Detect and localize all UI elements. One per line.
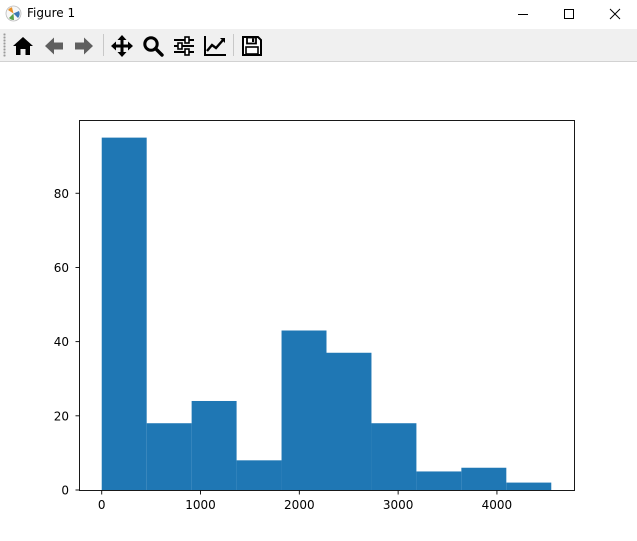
forward-button[interactable] xyxy=(70,32,98,60)
save-button[interactable] xyxy=(238,32,266,60)
back-button[interactable] xyxy=(40,32,68,60)
close-icon xyxy=(609,8,621,20)
histogram-bar xyxy=(461,467,507,490)
sliders-icon xyxy=(174,36,194,56)
x-tick-label: 4000 xyxy=(482,498,513,512)
title-bar: Figure 1 xyxy=(0,0,637,28)
toolbar-separator xyxy=(233,34,234,56)
histogram-bar xyxy=(146,423,192,490)
y-tick-label: 20 xyxy=(54,409,69,423)
x-tick-label: 1000 xyxy=(185,498,216,512)
histogram-bar xyxy=(506,482,552,490)
toolbar-grip[interactable] xyxy=(3,33,6,57)
histogram-bar xyxy=(326,352,372,490)
arrow-left-icon xyxy=(45,37,63,55)
zoom-button[interactable] xyxy=(139,32,167,60)
axes-frame xyxy=(79,120,575,491)
close-button[interactable] xyxy=(592,0,637,28)
home-icon xyxy=(13,37,33,55)
histogram-bar xyxy=(416,471,462,490)
pan-button[interactable] xyxy=(108,32,136,60)
y-tick-label: 0 xyxy=(61,484,69,498)
home-button[interactable] xyxy=(9,32,37,60)
histogram-bar xyxy=(281,330,327,490)
x-tick-label: 2000 xyxy=(284,498,315,512)
figure-canvas[interactable]: 0 1000 2000 3000 4000 0 20 40 60 80 xyxy=(0,62,637,541)
maximize-icon xyxy=(564,9,574,19)
y-tick-label: 60 xyxy=(54,261,69,275)
histogram-bar xyxy=(191,400,237,490)
histogram-chart: 0 1000 2000 3000 4000 0 20 40 60 80 xyxy=(54,120,575,512)
navigation-toolbar xyxy=(0,29,637,62)
histogram-bar xyxy=(371,423,417,490)
configure-subplots-button[interactable] xyxy=(170,32,198,60)
edit-axis-button[interactable] xyxy=(201,32,229,60)
histogram-bar xyxy=(236,460,282,490)
histogram-bar xyxy=(101,137,147,490)
arrow-right-icon xyxy=(75,37,93,55)
x-tick-label: 3000 xyxy=(383,498,414,512)
minimize-button[interactable] xyxy=(500,0,546,28)
floppy-disk-icon xyxy=(242,36,262,56)
window-title: Figure 1 xyxy=(27,6,76,20)
minimize-icon xyxy=(518,14,528,15)
y-tick-label: 40 xyxy=(54,335,69,349)
x-tick-label: 0 xyxy=(98,498,106,512)
maximize-button[interactable] xyxy=(546,0,592,28)
matplotlib-app-icon xyxy=(5,5,22,22)
magnifier-icon xyxy=(143,36,164,57)
move-icon xyxy=(111,35,133,57)
y-tick-label: 80 xyxy=(54,187,69,201)
toolbar-separator xyxy=(103,34,104,56)
line-chart-icon xyxy=(204,36,226,56)
